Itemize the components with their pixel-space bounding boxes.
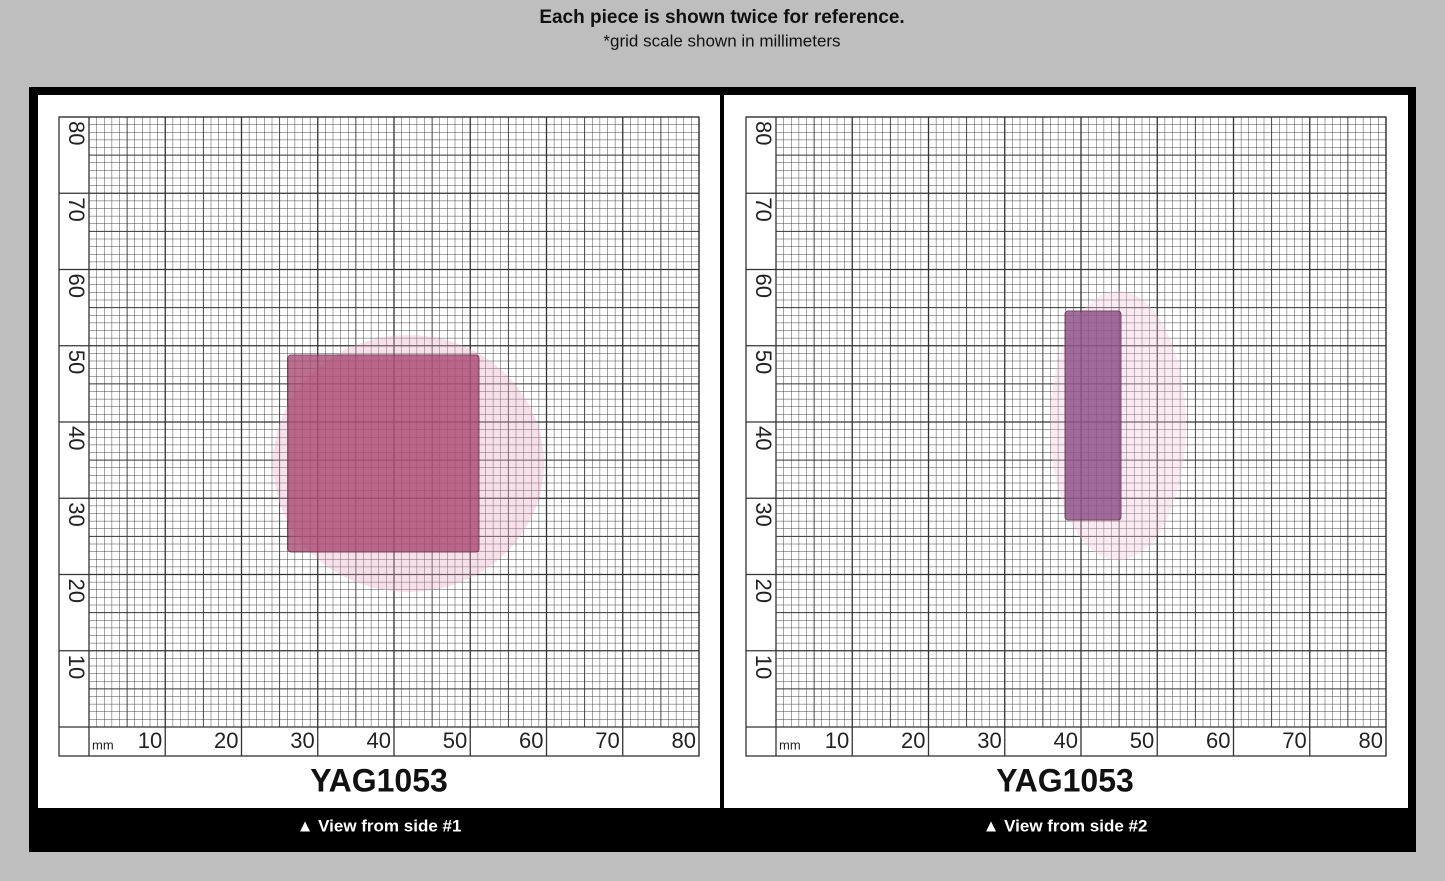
- x-tick-label: 20: [214, 728, 238, 753]
- x-tick-label: 70: [595, 728, 619, 753]
- x-tick-label: 50: [443, 728, 467, 753]
- x-tick-label: 70: [1282, 728, 1306, 753]
- y-tick-label: 70: [64, 197, 89, 221]
- y-tick-label: 10: [751, 655, 776, 679]
- x-tick-label: 50: [1130, 728, 1154, 753]
- crystal: [1064, 310, 1122, 521]
- x-tick-label: 20: [901, 728, 925, 753]
- subtitle: *grid scale shown in millimeters: [603, 31, 840, 50]
- x-tick-label: 60: [519, 728, 543, 753]
- y-tick-label: 40: [751, 426, 776, 450]
- view-caption: ▲ View from side #2: [983, 816, 1148, 835]
- y-tick-label: 40: [64, 426, 89, 450]
- x-tick-label: 60: [1206, 728, 1230, 753]
- piece-label: YAG1053: [996, 762, 1134, 798]
- y-tick-label: 70: [751, 197, 776, 221]
- title: Each piece is shown twice for reference.: [539, 7, 904, 28]
- y-tick-label: 10: [64, 655, 89, 679]
- piece-label: YAG1053: [310, 762, 448, 798]
- y-tick-label: 50: [751, 350, 776, 374]
- y-tick-label: 30: [751, 502, 776, 526]
- unit-label: mm: [92, 737, 114, 752]
- x-tick-label: 30: [290, 728, 314, 753]
- y-tick-label: 20: [64, 579, 89, 603]
- y-tick-label: 60: [64, 274, 89, 298]
- grid: [58, 116, 700, 757]
- y-tick-label: 50: [64, 350, 89, 374]
- x-tick-label: 10: [825, 728, 849, 753]
- x-tick-label: 40: [1054, 728, 1078, 753]
- y-tick-label: 60: [751, 274, 776, 298]
- grid: [745, 116, 1387, 757]
- x-tick-label: 30: [977, 728, 1001, 753]
- view-caption: ▲ View from side #1: [297, 816, 462, 835]
- y-tick-label: 20: [751, 579, 776, 603]
- x-tick-label: 10: [138, 728, 162, 753]
- x-tick-label: 80: [1359, 728, 1383, 753]
- x-tick-label: 40: [367, 728, 391, 753]
- y-tick-label: 80: [751, 121, 776, 145]
- y-tick-label: 30: [64, 502, 89, 526]
- x-tick-label: 80: [672, 728, 696, 753]
- unit-label: mm: [779, 737, 801, 752]
- crystal: [287, 354, 480, 553]
- y-tick-label: 80: [64, 121, 89, 145]
